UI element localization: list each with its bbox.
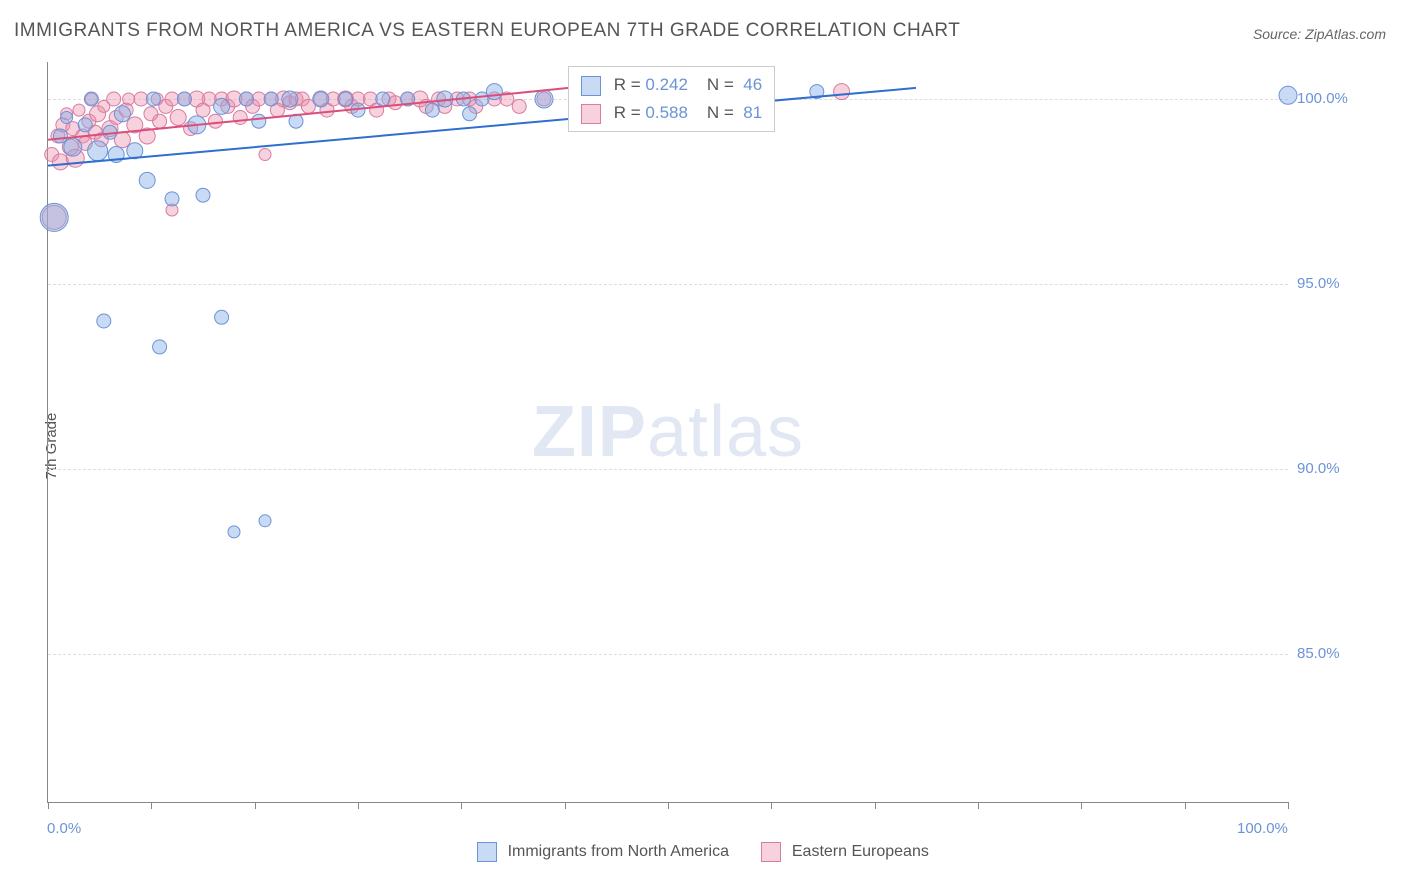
- x-tick: [48, 802, 49, 809]
- x-tick: [255, 802, 256, 809]
- scatter-point: [215, 310, 229, 324]
- scatter-point: [463, 107, 477, 121]
- scatter-point: [388, 96, 402, 110]
- scatter-point: [40, 203, 68, 231]
- chart-svg: [48, 62, 1288, 802]
- stats-box: R = 0.242 N = 46 R = 0.588 N = 81: [568, 66, 775, 132]
- stats-swatch-na: [581, 76, 601, 96]
- stats-swatch-ee: [581, 104, 601, 124]
- stats-r-na: 0.242: [645, 75, 688, 94]
- legend-swatch-ee: [761, 842, 781, 862]
- legend-label-na: Immigrants from North America: [508, 843, 729, 860]
- scatter-point: [107, 92, 121, 106]
- scatter-point: [88, 141, 108, 161]
- stats-n-ee: 81: [743, 103, 762, 122]
- scatter-point: [177, 92, 191, 106]
- legend-item-na: Immigrants from North America: [477, 842, 729, 862]
- scatter-point: [339, 92, 353, 106]
- scatter-point: [264, 92, 278, 106]
- stats-n-na: 46: [743, 75, 762, 94]
- source-label: Source: ZipAtlas.com: [1253, 26, 1386, 42]
- scatter-point: [78, 118, 92, 132]
- scatter-point: [282, 91, 298, 107]
- scatter-point: [139, 172, 155, 188]
- scatter-point: [313, 91, 329, 107]
- x-tick: [875, 802, 876, 809]
- chart-container: IMMIGRANTS FROM NORTH AMERICA VS EASTERN…: [0, 0, 1406, 892]
- y-tick-label: 90.0%: [1297, 460, 1340, 477]
- scatter-point: [53, 129, 67, 143]
- scatter-point: [228, 526, 240, 538]
- scatter-point: [196, 188, 210, 202]
- y-tick-label: 95.0%: [1297, 275, 1340, 292]
- scatter-point: [233, 111, 247, 125]
- x-tick: [565, 802, 566, 809]
- scatter-point: [134, 92, 148, 106]
- stats-r-label: R =: [614, 75, 641, 94]
- legend: Immigrants from North America Eastern Eu…: [0, 842, 1406, 862]
- legend-label-ee: Eastern Europeans: [792, 843, 929, 860]
- x-tick: [358, 802, 359, 809]
- x-tick-label: 100.0%: [1237, 820, 1288, 837]
- stats-row-ee: R = 0.588 N = 81: [581, 99, 762, 127]
- scatter-point: [376, 92, 390, 106]
- scatter-point: [146, 92, 160, 106]
- scatter-point: [486, 84, 502, 100]
- plot-area: ZIPatlas R = 0.242 N = 46 R = 0.588 N = …: [47, 62, 1288, 803]
- x-tick: [1081, 802, 1082, 809]
- stats-r-label-2: R =: [614, 103, 641, 122]
- x-tick: [771, 802, 772, 809]
- y-tick-label: 85.0%: [1297, 645, 1340, 662]
- x-tick: [461, 802, 462, 809]
- x-tick: [978, 802, 979, 809]
- chart-title: IMMIGRANTS FROM NORTH AMERICA VS EASTERN…: [14, 20, 960, 42]
- scatter-point: [64, 138, 82, 156]
- scatter-point: [170, 110, 186, 126]
- scatter-point: [153, 114, 167, 128]
- scatter-point: [97, 314, 111, 328]
- scatter-point: [425, 103, 439, 117]
- scatter-point: [61, 112, 73, 124]
- scatter-point: [214, 98, 230, 114]
- x-tick: [1185, 802, 1186, 809]
- scatter-point: [1279, 86, 1297, 104]
- scatter-point: [73, 104, 85, 116]
- scatter-point: [208, 114, 222, 128]
- scatter-point: [165, 192, 179, 206]
- stats-r-ee: 0.588: [645, 103, 688, 122]
- stats-row-na: R = 0.242 N = 46: [581, 71, 762, 99]
- scatter-point: [114, 106, 130, 122]
- scatter-point: [84, 92, 98, 106]
- scatter-point: [239, 92, 253, 106]
- scatter-point: [259, 149, 271, 161]
- stats-n-label-2: N =: [707, 103, 734, 122]
- x-tick: [1288, 802, 1289, 809]
- legend-item-ee: Eastern Europeans: [761, 842, 928, 862]
- x-tick-label: 0.0%: [47, 820, 81, 837]
- scatter-point: [512, 99, 526, 113]
- x-tick: [151, 802, 152, 809]
- scatter-point: [153, 340, 167, 354]
- y-tick-label: 100.0%: [1297, 90, 1348, 107]
- scatter-point: [259, 515, 271, 527]
- x-tick: [668, 802, 669, 809]
- stats-n-label: N =: [707, 75, 734, 94]
- legend-swatch-na: [477, 842, 497, 862]
- scatter-point: [123, 93, 135, 105]
- scatter-point: [535, 90, 553, 108]
- scatter-point: [834, 84, 850, 100]
- scatter-point: [252, 114, 266, 128]
